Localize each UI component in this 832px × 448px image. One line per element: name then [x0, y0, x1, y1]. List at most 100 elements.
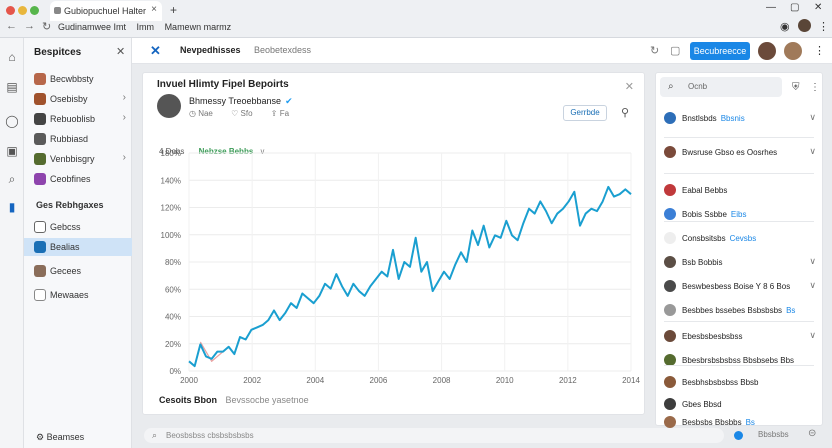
close-window-dot[interactable]	[6, 6, 15, 15]
legend-right[interactable]: Nebzse Bebbs	[198, 147, 254, 156]
more-icon[interactable]: ⋮	[814, 45, 825, 57]
panel-row-label: Eabal Bebbs	[682, 186, 728, 195]
more-icon[interactable]: ⋮	[810, 82, 820, 93]
panel-row-accent[interactable]: Cevsbs	[729, 234, 757, 243]
restore-icon[interactable]: ▢	[790, 2, 800, 13]
home-icon[interactable]: ⌂	[8, 50, 16, 64]
chevron-down-icon[interactable]: ∨	[259, 147, 266, 156]
sidebar-subitem-active[interactable]: Bealias	[24, 238, 132, 256]
chevron-down-icon[interactable]: ∨	[809, 112, 816, 122]
series-line	[188, 185, 632, 368]
refresh-icon[interactable]: ↻	[650, 45, 660, 57]
item-avatar	[34, 153, 46, 165]
panel-row-accent[interactable]: Bbsnis	[720, 114, 745, 123]
maximize-window-dot[interactable]	[30, 6, 39, 15]
tab-favicon-icon	[54, 7, 61, 14]
sidebar-subitem[interactable]: Gecees	[32, 262, 132, 280]
panel-row[interactable]: Bwsruse Gbso es Oosrhes ∨	[660, 145, 820, 161]
row-avatar	[664, 304, 676, 316]
compose-input[interactable]: ⌕ Beosbsbss cbsbsbsbsbs	[144, 428, 724, 443]
sidebar-item[interactable]: Rebuoblisb ›	[32, 110, 132, 128]
close-icon[interactable]: ✕	[814, 2, 823, 13]
reload-icon[interactable]: ↻	[42, 21, 52, 33]
y-tick-label: 0%	[169, 367, 181, 376]
panel-row[interactable]: Bbesbrsbsbsbss Bbsbsebs Bbs	[660, 353, 820, 369]
panel-row[interactable]: Ebesbsbesbsbss ∨	[660, 329, 820, 345]
follow-button[interactable]: Gerrbde	[563, 105, 607, 121]
y-tick-label: 140%	[161, 176, 181, 185]
chevron-down-icon[interactable]: ∨	[809, 330, 816, 340]
tab-inactive[interactable]: Beobetexdess	[254, 45, 312, 55]
card-title: Invuel Hlimty Fipel Bepoirts	[157, 79, 289, 90]
item-avatar	[34, 73, 46, 85]
files-icon[interactable]: ▮	[8, 200, 16, 214]
sidebar-item[interactable]: Osebisby ›	[32, 90, 132, 108]
browser-menu-icon[interactable]: ⋮	[818, 21, 829, 33]
y-tick-label: 20%	[165, 340, 181, 349]
minimize-icon[interactable]: —	[766, 2, 776, 13]
chevron-down-icon[interactable]: ∨	[809, 256, 816, 266]
panel-row[interactable]: Beswbesbess Boise Y 8 6 Bos ∨	[660, 279, 820, 295]
panel-row[interactable]: Bobis Ssbbe Eibs	[660, 207, 820, 223]
panel-row-accent[interactable]: Bs	[786, 306, 796, 315]
tab-close-icon[interactable]: ×	[151, 4, 157, 15]
apps-icon[interactable]: ▤	[6, 80, 18, 94]
primary-action-button[interactable]: Becubreecce	[690, 42, 750, 60]
sidebar-item[interactable]: Venbbisgry ›	[32, 150, 132, 168]
panel-search-input[interactable]: ⌕ Ocnb	[660, 77, 782, 97]
panel-row-label: Gbes Bbsd	[682, 400, 722, 409]
new-tab-icon[interactable]: +	[170, 3, 178, 17]
sidebar-item[interactable]: Becwbbsty	[32, 70, 132, 88]
notifications-icon[interactable]: ▢	[670, 45, 681, 57]
series-line	[199, 341, 224, 362]
sidebar-subitem[interactable]: Gebcss	[32, 218, 132, 236]
chart-card: Invuel Hlimty Fipel Bepoirts ✕ Bhmessy T…	[142, 72, 645, 415]
sidebar-footer[interactable]: ⚙ Beamses	[36, 432, 84, 443]
item-avatar	[34, 265, 46, 277]
pin-icon[interactable]: ⚲	[621, 107, 630, 119]
panel-row[interactable]: Eabal Bebbs	[660, 183, 820, 199]
panel-row[interactable]: Consbsitsbs Cevsbs	[660, 231, 820, 247]
panel-row-accent[interactable]: Bs	[745, 418, 755, 427]
x-tick-label: 2006	[370, 376, 388, 385]
divider	[664, 321, 814, 322]
extension-icon[interactable]: ◉	[780, 21, 790, 33]
author-name: Bhmessy Treoebbanse ✔	[189, 96, 293, 107]
meta-item: ◷ Nae	[189, 109, 213, 118]
user-avatar[interactable]	[784, 42, 802, 60]
address-bar[interactable]: Gudinamwee Imt Imm Mamewn marmz	[54, 20, 754, 36]
search-icon[interactable]: ⌕	[8, 172, 16, 186]
profile-avatar[interactable]	[798, 19, 811, 32]
chevron-down-icon[interactable]: ∨	[809, 280, 816, 290]
sidebar-close-icon[interactable]: ✕	[116, 46, 126, 58]
chevron-right-icon: ›	[122, 112, 126, 123]
chevron-down-icon[interactable]: ∨	[809, 146, 816, 156]
settings-icon: ⚙	[36, 432, 47, 442]
panel-row[interactable]: Besbsbs Bbsbbs Bs	[660, 415, 820, 431]
tab-active[interactable]: Nevpedhisses	[180, 45, 241, 55]
item-icon	[34, 241, 46, 253]
panel-row[interactable]: Gbes Bbsd	[660, 397, 820, 413]
panel-row[interactable]: Besbbes bssebes Bsbsbsbs Bs	[660, 303, 820, 319]
forward-icon[interactable]: →	[24, 20, 35, 32]
sidebar-item[interactable]: Ceobfines	[32, 170, 132, 188]
address-part: Mamewn marmz	[164, 22, 232, 32]
panel-row[interactable]: Besbhsbsbsbss Bbsb	[660, 375, 820, 391]
shield-icon[interactable]: ⛨	[792, 82, 800, 93]
back-icon[interactable]: ←	[6, 20, 17, 32]
browser-tab[interactable]: Gubiopuchuel Halter ×	[50, 1, 162, 21]
sidebar-item[interactable]: Rubbiasd	[32, 130, 132, 148]
panel-row[interactable]: Bnstlsbds Bbsnis ∨	[660, 111, 820, 127]
minimize-window-dot[interactable]	[18, 6, 27, 15]
panel-row[interactable]: Bsb Bobbis ∨	[660, 255, 820, 271]
panel-row-accent[interactable]: Eibs	[730, 210, 747, 219]
calendar-icon[interactable]: ▣	[6, 144, 18, 158]
user-avatar[interactable]	[758, 42, 776, 60]
chat-icon[interactable]: ◯	[5, 114, 19, 128]
x-tick-label: 2002	[243, 376, 261, 385]
mic-icon[interactable]: ⊝	[808, 428, 817, 439]
sidebar-subitem[interactable]: Mewaaes	[32, 286, 132, 304]
panel-row-label: Besbbes bssebes Bsbsbsbs	[682, 306, 783, 315]
row-avatar	[664, 398, 676, 410]
card-close-icon[interactable]: ✕	[624, 81, 634, 93]
